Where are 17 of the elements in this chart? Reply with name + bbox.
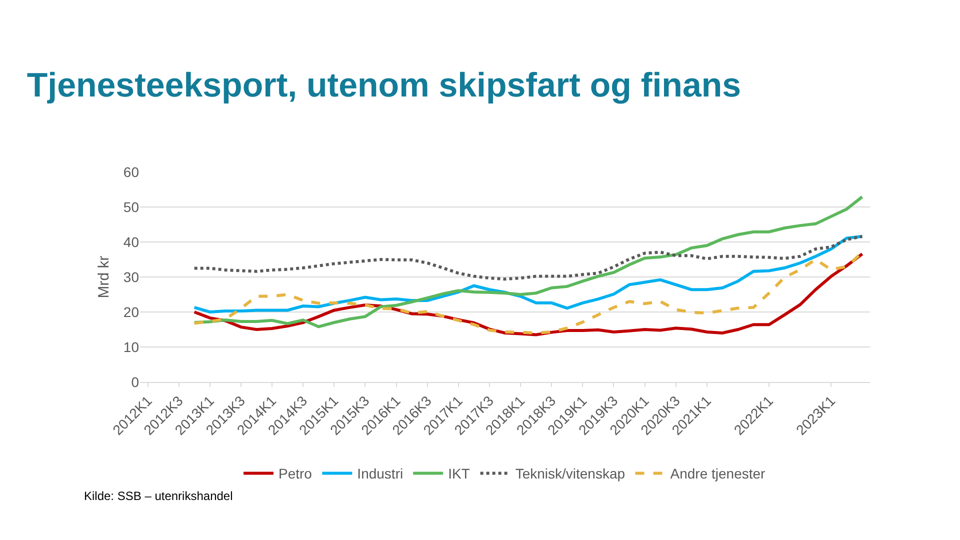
line-series <box>192 195 864 328</box>
legend-label: IKT <box>448 466 470 482</box>
legend-label: Petro <box>278 466 312 482</box>
y-tick-label: 10 <box>123 338 140 355</box>
chart-title: Tjenesteeksport, utenom skipsfart og finans <box>26 66 742 105</box>
y-tick-label: 20 <box>123 304 140 320</box>
text: Kilde: SSB – utenrikshandel <box>84 489 233 503</box>
legend-label: Andre tjenester <box>670 466 766 482</box>
y-tick-label: 30 <box>123 268 140 285</box>
y-tick-label: 0 <box>131 374 140 390</box>
y-tick-label: 50 <box>123 198 140 215</box>
line-series <box>192 234 864 281</box>
y-axis-title: Mrd kr <box>96 256 113 298</box>
y-tick-label: 40 <box>123 234 140 250</box>
y-tick-label: 60 <box>123 164 140 180</box>
legend-label: Industri <box>357 466 404 482</box>
legend-label: Teknisk/vitenskap <box>515 466 626 482</box>
